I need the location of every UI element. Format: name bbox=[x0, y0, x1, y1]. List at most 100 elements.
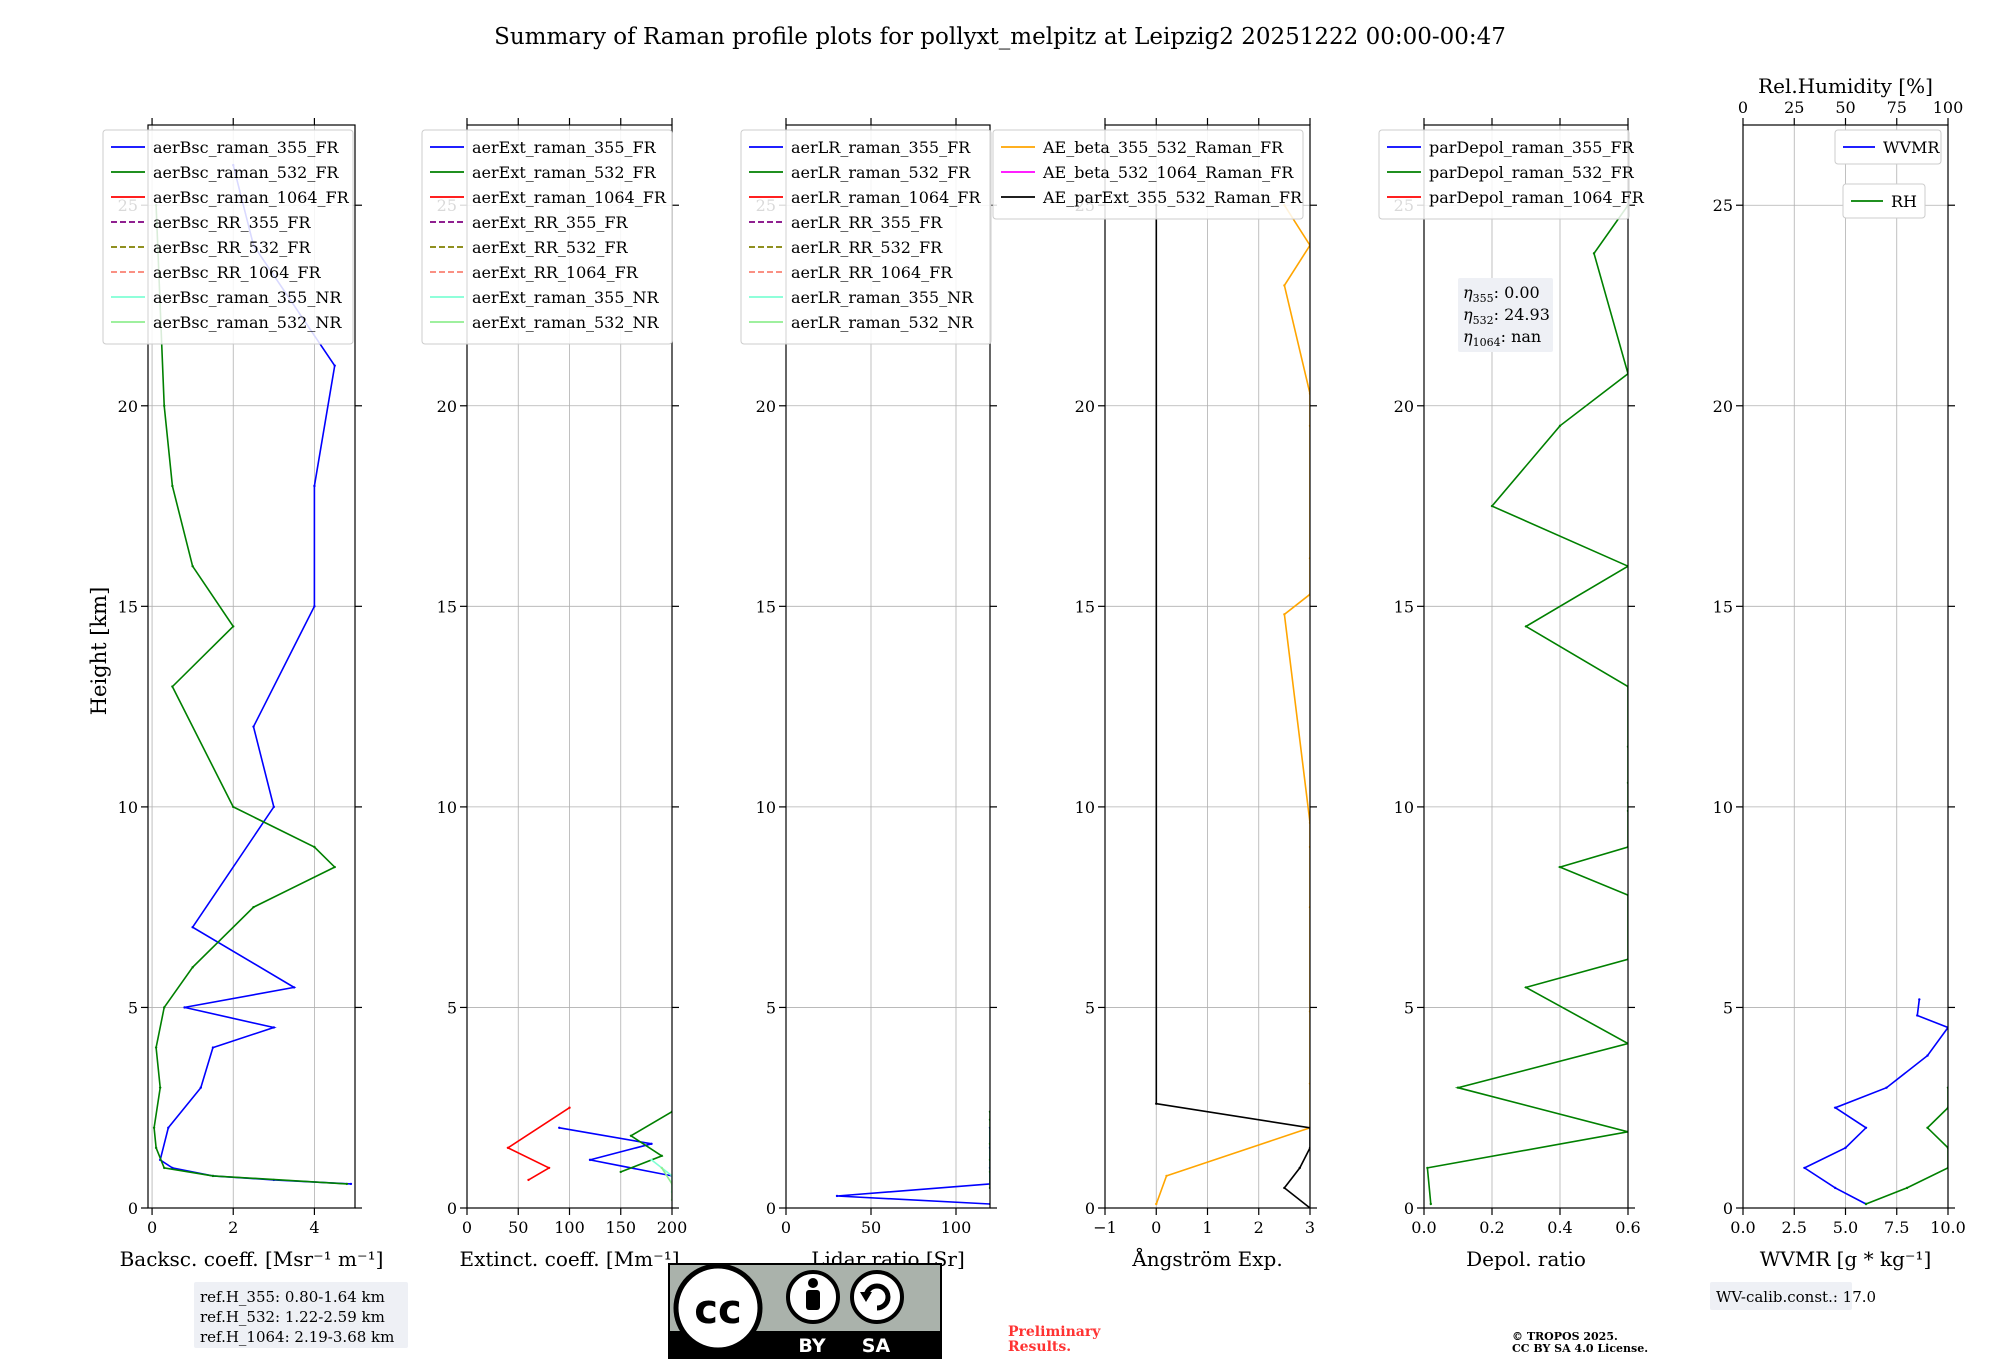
data-point bbox=[1524, 986, 1528, 989]
legend-label: aerExt_RR_355_FR bbox=[472, 213, 629, 232]
series-group bbox=[506, 1106, 672, 1202]
x-tick-label: 100 bbox=[941, 1218, 972, 1237]
series-line-aerExt_raman_532_FR bbox=[620, 1111, 672, 1173]
annotation-symbol: η bbox=[1463, 283, 1473, 302]
data-point bbox=[650, 1158, 653, 1162]
data-point bbox=[171, 484, 174, 488]
legend-label: aerLR_raman_1064_FR bbox=[791, 188, 981, 207]
panel-bsc: 0240510152025Backsc. coeff. [Msr⁻¹ m⁻¹]a… bbox=[102, 118, 383, 1271]
data-point bbox=[650, 1142, 653, 1146]
data-point bbox=[1155, 1202, 1158, 1206]
x-tick-label: 0 bbox=[1151, 1218, 1161, 1237]
data-point bbox=[313, 845, 316, 849]
series-line-aerLR_raman_355_FR bbox=[836, 1127, 990, 1205]
y-tick-label: 10 bbox=[756, 798, 776, 817]
ref-height-355: ref.H_355: 0.80-1.64 km bbox=[200, 1288, 385, 1306]
x-tick-label: 2.5 bbox=[1782, 1218, 1807, 1237]
y-tick-label: 20 bbox=[437, 397, 457, 416]
data-point bbox=[163, 404, 166, 407]
y-tick-label: 5 bbox=[128, 998, 138, 1017]
svg-text:cc: cc bbox=[694, 1287, 741, 1333]
x-tick-label: 200 bbox=[657, 1218, 688, 1237]
legend-label: aerBsc_raman_1064_FR bbox=[153, 188, 350, 207]
data-point bbox=[629, 1134, 633, 1138]
by-person-icon bbox=[786, 1270, 840, 1324]
axes-frame bbox=[147, 124, 356, 1209]
annotation-subscript: 355 bbox=[1473, 292, 1494, 305]
data-point bbox=[152, 1126, 156, 1129]
legend-label: aerBsc_raman_355_NR bbox=[153, 288, 342, 307]
data-point bbox=[171, 685, 174, 688]
legend-bsc: aerBsc_raman_355_FR aerBsc_raman_532_FRae… bbox=[102, 129, 354, 345]
legend-label: aerExt_RR_532_FR bbox=[472, 238, 629, 257]
x-tick-label: 0.2 bbox=[1479, 1218, 1504, 1237]
data-point bbox=[1592, 252, 1596, 255]
data-point bbox=[1283, 613, 1286, 616]
y-tick-label: 0 bbox=[1404, 1199, 1414, 1218]
panel-ext: 0501001502000510152025Extinct. coeff. [M… bbox=[421, 118, 688, 1271]
series-group bbox=[1802, 998, 1948, 1206]
x-tick-label: 0.6 bbox=[1615, 1218, 1640, 1237]
y-tick-label: 15 bbox=[118, 597, 138, 616]
legend-label: aerBsc_RR_532_FR bbox=[153, 238, 311, 257]
data-point bbox=[1426, 1166, 1429, 1170]
series-line-aerExt_raman_355_NR bbox=[651, 1159, 672, 1192]
y-tick-label: 10 bbox=[1394, 798, 1414, 817]
series-group bbox=[1426, 204, 1628, 1206]
x-tick-label: 150 bbox=[605, 1218, 636, 1237]
x-tick-label: 0.0 bbox=[1411, 1218, 1436, 1237]
data-point bbox=[1165, 1174, 1168, 1178]
legend-label: aerExt_raman_355_FR bbox=[472, 138, 657, 157]
top-x-tick-label: 25 bbox=[1784, 98, 1804, 117]
data-point bbox=[333, 865, 336, 869]
legend-box bbox=[1378, 129, 1630, 220]
series-line-aerExt_raman_1064_FR bbox=[506, 1107, 570, 1181]
data-point bbox=[1298, 1166, 1301, 1170]
data-point bbox=[558, 1126, 561, 1129]
y-tick-label: 20 bbox=[1394, 397, 1414, 416]
series-line-AE_beta_355_532_Raman_FR bbox=[1155, 204, 1310, 1205]
top-x-tick-label: 100 bbox=[1933, 98, 1964, 117]
share-alike-icon bbox=[850, 1270, 904, 1324]
y-tick-label: 5 bbox=[1404, 998, 1414, 1017]
data-point bbox=[163, 1006, 166, 1009]
panels: 0240510152025Backsc. coeff. [Msr⁻¹ m⁻¹]a… bbox=[102, 74, 1966, 1310]
ref-height-532: ref.H_532: 1.22-2.59 km bbox=[200, 1308, 385, 1326]
data-point bbox=[313, 484, 316, 488]
data-point bbox=[292, 986, 296, 989]
data-point bbox=[272, 805, 276, 809]
data-point bbox=[588, 1158, 592, 1162]
x-tick-label: −1 bbox=[1093, 1218, 1117, 1237]
legend-label: aerLR_raman_532_FR bbox=[791, 163, 971, 182]
data-point bbox=[1283, 284, 1286, 287]
legend-label: aerBsc_RR_1064_FR bbox=[153, 263, 322, 282]
legend-box bbox=[1842, 183, 1926, 219]
y-axis-label: Height [km] bbox=[87, 587, 111, 716]
legend-label: aerExt_raman_532_NR bbox=[472, 313, 660, 332]
data-point bbox=[191, 926, 194, 929]
legend-box bbox=[992, 129, 1304, 220]
x-axis-label: Ångström Exp. bbox=[1131, 1246, 1282, 1271]
data-point bbox=[183, 1006, 186, 1009]
cc-by-label: BY bbox=[798, 1335, 825, 1357]
data-point bbox=[1283, 1186, 1286, 1190]
y-tick-label: 5 bbox=[1085, 998, 1095, 1017]
legend-depol: parDepol_raman_355_FR parDepol_raman_532_… bbox=[1378, 129, 1645, 220]
legend-label: AE_beta_532_1064_Raman_FR bbox=[1042, 163, 1294, 182]
y-tick-label: 0 bbox=[128, 1199, 138, 1218]
data-point bbox=[191, 966, 194, 969]
legend-label: RH bbox=[1891, 192, 1917, 211]
panel-wv: 0.0 2.5 5.0 7.5 10.0 0 5 10 15 20 25 WVMR [g * kg⁻¹… bbox=[1710, 74, 1966, 1310]
data-point bbox=[345, 1182, 349, 1186]
annotation-subscript: 532 bbox=[1473, 314, 1494, 327]
data-point bbox=[1885, 1086, 1888, 1089]
y-tick-label: 15 bbox=[1075, 597, 1095, 616]
data-point bbox=[1429, 1202, 1433, 1206]
legend-label: parDepol_raman_355_FR bbox=[1429, 138, 1635, 157]
data-point bbox=[619, 1170, 622, 1174]
legend-label: aerLR_RR_355_FR bbox=[791, 213, 943, 232]
y-tick-label: 20 bbox=[1713, 397, 1733, 416]
cc-logo-icon: cc bbox=[673, 1263, 763, 1353]
legend-ae: AE_beta_355_532_Raman_FR AE_beta_532_1064… bbox=[992, 129, 1304, 220]
preliminary-line2: Results. bbox=[1008, 1339, 1071, 1355]
